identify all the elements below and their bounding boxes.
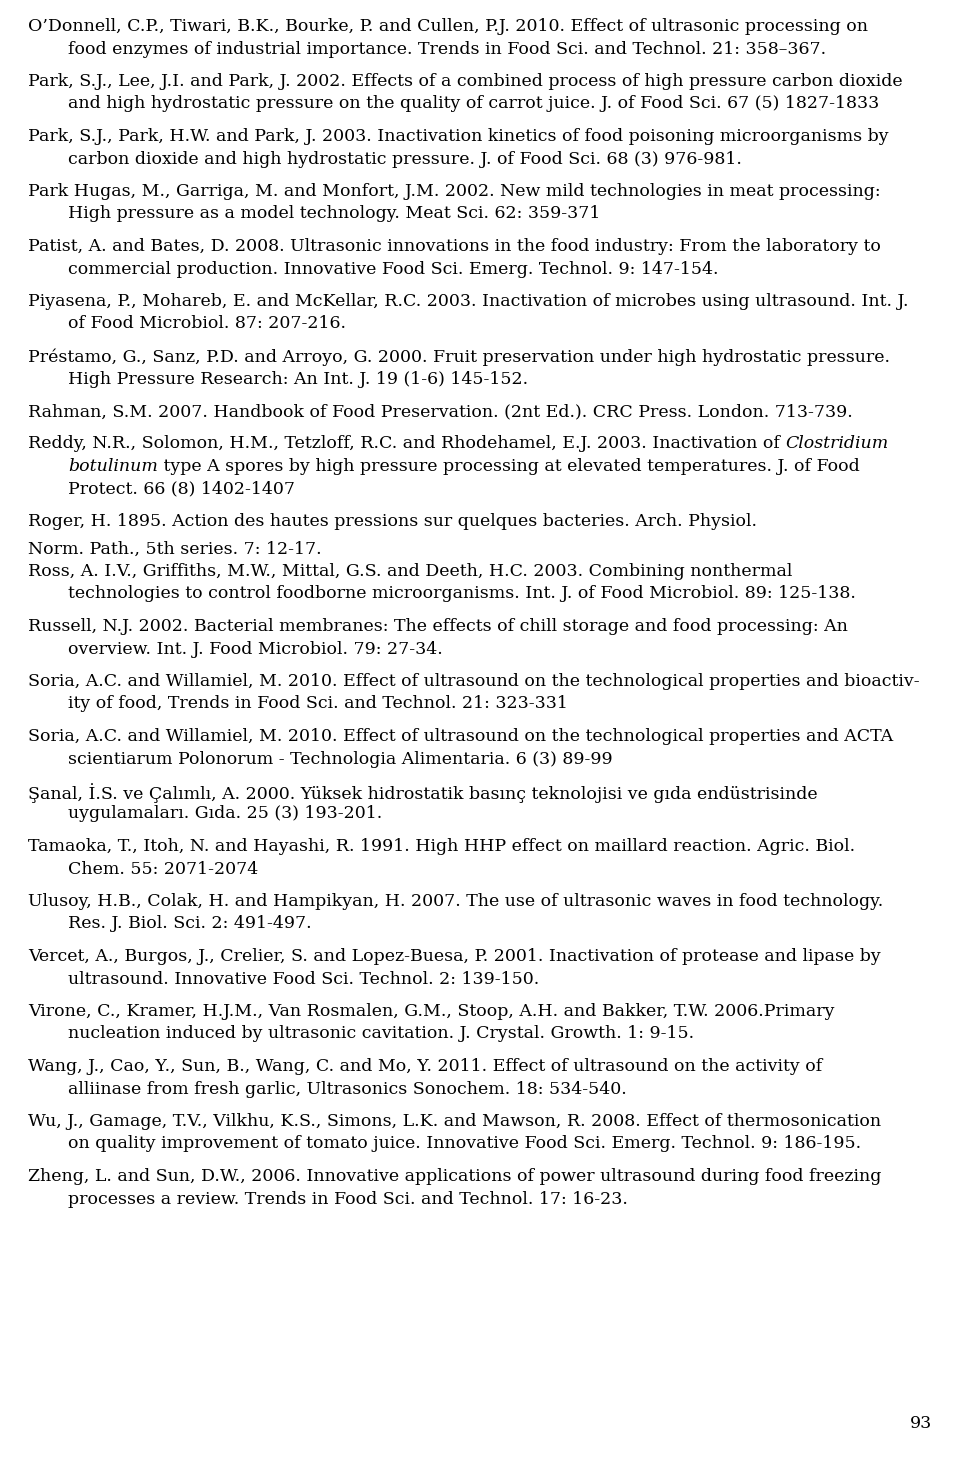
Text: ity of food, Trends in Food Sci. and Technol. 21: 323-331: ity of food, Trends in Food Sci. and Tec…: [68, 695, 568, 712]
Text: 93: 93: [910, 1415, 932, 1432]
Text: Wu, J., Gamage, T.V., Vilkhu, K.S., Simons, L.K. and Mawson, R. 2008. Effect of : Wu, J., Gamage, T.V., Vilkhu, K.S., Simo…: [28, 1113, 881, 1130]
Text: Res. J. Biol. Sci. 2: 491-497.: Res. J. Biol. Sci. 2: 491-497.: [68, 915, 312, 933]
Text: Zheng, L. and Sun, D.W., 2006. Innovative applications of power ultrasound durin: Zheng, L. and Sun, D.W., 2006. Innovativ…: [28, 1168, 881, 1186]
Text: overview. Int. J. Food Microbiol. 79: 27-34.: overview. Int. J. Food Microbiol. 79: 27…: [68, 641, 443, 657]
Text: Chem. 55: 2071-2074: Chem. 55: 2071-2074: [68, 860, 258, 877]
Text: type A spores by high pressure processing at elevated temperatures. J. of Food: type A spores by high pressure processin…: [157, 458, 859, 474]
Text: Russell, N.J. 2002. Bacterial membranes: The effects of chill storage and food p: Russell, N.J. 2002. Bacterial membranes:…: [28, 618, 848, 635]
Text: carbon dioxide and high hydrostatic pressure. J. of Food Sci. 68 (3) 976-981.: carbon dioxide and high hydrostatic pres…: [68, 150, 742, 168]
Text: Park, S.J., Lee, J.I. and Park, J. 2002. Effects of a combined process of high p: Park, S.J., Lee, J.I. and Park, J. 2002.…: [28, 73, 902, 91]
Text: Şanal, İ.S. ve Çalımlı, A. 2000. Yüksek hidrostatik basınç teknolojisi ve gıda e: Şanal, İ.S. ve Çalımlı, A. 2000. Yüksek …: [28, 783, 818, 803]
Text: nucleation induced by ultrasonic cavitation. J. Crystal. Growth. 1: 9-15.: nucleation induced by ultrasonic cavitat…: [68, 1025, 694, 1042]
Text: O’Donnell, C.P., Tiwari, B.K., Bourke, P. and Cullen, P.J. 2010. Effect of ultra: O’Donnell, C.P., Tiwari, B.K., Bourke, P…: [28, 18, 868, 35]
Text: Virone, C., Kramer, H.J.M., Van Rosmalen, G.M., Stoop, A.H. and Bakker, T.W. 200: Virone, C., Kramer, H.J.M., Van Rosmalen…: [28, 1003, 834, 1021]
Text: Roger, H. 1895. Action des hautes pressions sur quelques bacteries. Arch. Physio: Roger, H. 1895. Action des hautes pressi…: [28, 512, 757, 530]
Text: ultrasound. Innovative Food Sci. Technol. 2: 139-150.: ultrasound. Innovative Food Sci. Technol…: [68, 971, 540, 987]
Text: Clostridium: Clostridium: [785, 435, 889, 453]
Text: on quality improvement of tomato juice. Innovative Food Sci. Emerg. Technol. 9: : on quality improvement of tomato juice. …: [68, 1136, 861, 1152]
Text: commercial production. Innovative Food Sci. Emerg. Technol. 9: 147-154.: commercial production. Innovative Food S…: [68, 260, 718, 277]
Text: Wang, J., Cao, Y., Sun, B., Wang, C. and Mo, Y. 2011. Effect of ultrasound on th: Wang, J., Cao, Y., Sun, B., Wang, C. and…: [28, 1058, 823, 1075]
Text: scientiarum Polonorum - Technologia Alimentaria. 6 (3) 89-99: scientiarum Polonorum - Technologia Alim…: [68, 750, 612, 768]
Text: Protect. 66 (8) 1402-1407: Protect. 66 (8) 1402-1407: [68, 480, 295, 498]
Text: Reddy, N.R., Solomon, H.M., Tetzloff, R.C. and Rhodehamel, E.J. 2003. Inactivati: Reddy, N.R., Solomon, H.M., Tetzloff, R.…: [28, 435, 785, 453]
Text: alliinase from fresh garlic, Ultrasonics Sonochem. 18: 534-540.: alliinase from fresh garlic, Ultrasonics…: [68, 1080, 627, 1098]
Text: and high hydrostatic pressure on the quality of carrot juice. J. of Food Sci. 67: and high hydrostatic pressure on the qua…: [68, 95, 879, 112]
Text: Ulusoy, H.B., Colak, H. and Hampikyan, H. 2007. The use of ultrasonic waves in f: Ulusoy, H.B., Colak, H. and Hampikyan, H…: [28, 894, 883, 910]
Text: food enzymes of industrial importance. Trends in Food Sci. and Technol. 21: 358–: food enzymes of industrial importance. T…: [68, 41, 827, 57]
Text: uygulamaları. Gıda. 25 (3) 193-201.: uygulamaları. Gıda. 25 (3) 193-201.: [68, 806, 382, 822]
Text: Vercet, A., Burgos, J., Crelier, S. and Lopez-Buesa, P. 2001. Inactivation of pr: Vercet, A., Burgos, J., Crelier, S. and …: [28, 948, 880, 965]
Text: Tamaoka, T., Itoh, N. and Hayashi, R. 1991. High HHP effect on maillard reaction: Tamaoka, T., Itoh, N. and Hayashi, R. 19…: [28, 838, 855, 856]
Text: of Food Microbiol. 87: 207-216.: of Food Microbiol. 87: 207-216.: [68, 315, 346, 333]
Text: High Pressure Research: An Int. J. 19 (1-6) 145-152.: High Pressure Research: An Int. J. 19 (1…: [68, 371, 528, 387]
Text: Soria, A.C. and Willamiel, M. 2010. Effect of ultrasound on the technological pr: Soria, A.C. and Willamiel, M. 2010. Effe…: [28, 729, 893, 745]
Text: Park, S.J., Park, H.W. and Park, J. 2003. Inactivation kinetics of food poisonin: Park, S.J., Park, H.W. and Park, J. 2003…: [28, 128, 889, 145]
Text: Patist, A. and Bates, D. 2008. Ultrasonic innovations in the food industry: From: Patist, A. and Bates, D. 2008. Ultrasoni…: [28, 238, 881, 256]
Text: Rahman, S.M. 2007. Handbook of Food Preservation. (2nt Ed.). CRC Press. London. : Rahman, S.M. 2007. Handbook of Food Pres…: [28, 403, 852, 420]
Text: Piyasena, P., Mohareb, E. and McKellar, R.C. 2003. Inactivation of microbes usin: Piyasena, P., Mohareb, E. and McKellar, …: [28, 293, 908, 310]
Text: botulinum: botulinum: [68, 458, 157, 474]
Text: technologies to control foodborne microorganisms. Int. J. of Food Microbiol. 89:: technologies to control foodborne microo…: [68, 585, 856, 603]
Text: Norm. Path., 5th series. 7: 12-17.: Norm. Path., 5th series. 7: 12-17.: [28, 540, 322, 558]
Text: Ross, A. I.V., Griffiths, M.W., Mittal, G.S. and Deeth, H.C. 2003. Combining non: Ross, A. I.V., Griffiths, M.W., Mittal, …: [28, 564, 792, 580]
Text: Préstamo, G., Sanz, P.D. and Arroyo, G. 2000. Fruit preservation under high hydr: Préstamo, G., Sanz, P.D. and Arroyo, G. …: [28, 347, 890, 365]
Text: Park Hugas, M., Garriga, M. and Monfort, J.M. 2002. New mild technologies in mea: Park Hugas, M., Garriga, M. and Monfort,…: [28, 182, 880, 200]
Text: Soria, A.C. and Willamiel, M. 2010. Effect of ultrasound on the technological pr: Soria, A.C. and Willamiel, M. 2010. Effe…: [28, 673, 920, 691]
Text: High pressure as a model technology. Meat Sci. 62: 359-371: High pressure as a model technology. Mea…: [68, 206, 600, 222]
Text: processes a review. Trends in Food Sci. and Technol. 17: 16-23.: processes a review. Trends in Food Sci. …: [68, 1190, 628, 1207]
